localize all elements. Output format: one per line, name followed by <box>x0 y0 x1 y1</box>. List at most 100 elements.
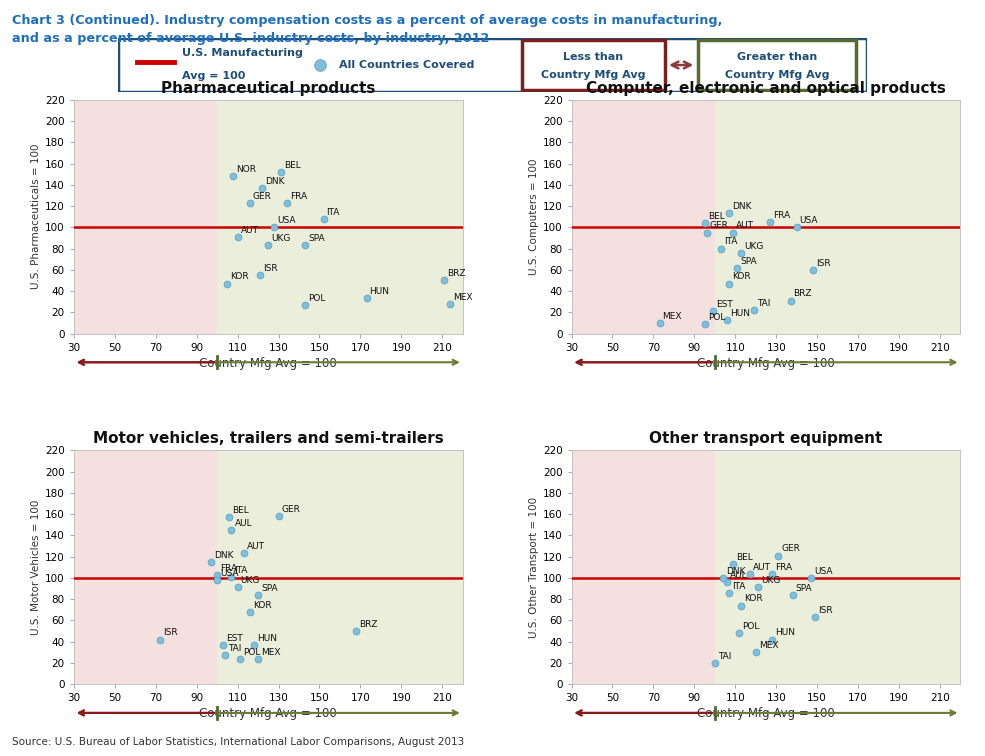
Point <box>734 246 750 259</box>
Point <box>762 216 778 228</box>
Point <box>226 170 241 182</box>
Point <box>254 182 270 194</box>
Title: Other transport equipment: Other transport equipment <box>649 432 883 447</box>
Text: Source: U.S. Bureau of Labor Statistics, International Labor Comparisons, August: Source: U.S. Bureau of Labor Statistics,… <box>12 737 464 747</box>
Point <box>770 550 786 562</box>
Text: NOR: NOR <box>236 165 256 174</box>
Point <box>732 627 748 640</box>
Text: SPA: SPA <box>741 256 757 265</box>
Point <box>719 576 735 588</box>
Point <box>785 589 801 601</box>
Point <box>721 207 737 219</box>
Point <box>297 299 313 311</box>
Text: TAI: TAI <box>229 644 241 653</box>
Title: Motor vehicles, trailers and semi-trailers: Motor vehicles, trailers and semi-traile… <box>93 432 443 447</box>
Point <box>805 264 821 276</box>
Point <box>273 166 289 178</box>
Text: BRZ: BRZ <box>360 620 378 629</box>
Text: BEL: BEL <box>707 212 724 221</box>
Text: ITA: ITA <box>327 208 340 217</box>
Point <box>707 657 723 669</box>
Bar <box>217 451 463 684</box>
Point <box>216 639 231 651</box>
Point <box>789 222 805 234</box>
Text: POL: POL <box>743 622 759 631</box>
Point <box>349 625 364 637</box>
Text: UKG: UKG <box>760 576 780 585</box>
Point <box>235 547 251 559</box>
Point <box>267 222 283 234</box>
Text: BRZ: BRZ <box>794 290 812 299</box>
Bar <box>217 100 463 333</box>
Y-axis label: U.S. Motor Vehicles = 100: U.S. Motor Vehicles = 100 <box>31 500 41 635</box>
Text: MEX: MEX <box>758 641 778 650</box>
Bar <box>74 451 217 684</box>
Point <box>242 197 258 209</box>
Title: Computer, electronic and optical products: Computer, electronic and optical product… <box>586 81 946 96</box>
Point <box>725 227 741 239</box>
Point <box>696 217 712 229</box>
Point <box>359 293 374 305</box>
Point <box>442 298 458 310</box>
Bar <box>698 40 856 90</box>
Point <box>315 212 331 225</box>
Text: BRZ: BRZ <box>447 269 466 278</box>
Point <box>719 314 735 326</box>
Point <box>705 305 721 318</box>
Text: USA: USA <box>278 216 296 225</box>
Point <box>764 568 780 580</box>
Text: ISR: ISR <box>263 264 278 273</box>
Text: SPA: SPA <box>308 234 325 243</box>
Text: DNK: DNK <box>726 567 746 576</box>
Point <box>742 568 757 580</box>
Point <box>224 571 239 583</box>
Text: DNK: DNK <box>732 203 752 212</box>
Text: USA: USA <box>800 216 819 225</box>
Point <box>230 231 245 243</box>
Text: AUT: AUT <box>753 562 770 572</box>
Point <box>436 274 452 287</box>
Text: DNK: DNK <box>265 177 285 186</box>
Point <box>252 269 268 281</box>
Point <box>715 572 731 584</box>
Text: UKG: UKG <box>271 234 291 243</box>
Text: BEL: BEL <box>737 553 754 562</box>
Bar <box>571 100 715 333</box>
Text: MEX: MEX <box>453 293 473 302</box>
Point <box>721 587 737 599</box>
Point <box>696 318 712 330</box>
Text: POL: POL <box>242 648 260 656</box>
Text: FRA: FRA <box>773 211 790 220</box>
Point <box>250 652 266 665</box>
Text: MEX: MEX <box>663 311 683 321</box>
Text: DNK: DNK <box>214 551 233 560</box>
Text: Avg = 100: Avg = 100 <box>182 71 245 81</box>
Y-axis label: U.S. Other Transport = 100: U.S. Other Transport = 100 <box>529 497 539 638</box>
Text: AUL: AUL <box>730 571 748 580</box>
Text: HUN: HUN <box>730 308 751 318</box>
Text: ISR: ISR <box>817 259 830 268</box>
Text: KOR: KOR <box>732 272 751 281</box>
Text: AUT: AUT <box>737 222 755 231</box>
Text: HUN: HUN <box>369 287 390 296</box>
Point <box>807 611 822 623</box>
Text: GER: GER <box>282 505 300 514</box>
Text: GER: GER <box>253 192 272 201</box>
Point <box>297 240 313 252</box>
Text: ITA: ITA <box>724 237 738 246</box>
Text: FRA: FRA <box>775 562 792 572</box>
X-axis label: Country Mfg Avg = 100: Country Mfg Avg = 100 <box>199 357 337 370</box>
Point <box>218 649 233 662</box>
Text: HUN: HUN <box>775 628 795 637</box>
Text: EST: EST <box>227 634 243 643</box>
Point <box>734 600 750 612</box>
X-axis label: Country Mfg Avg = 100: Country Mfg Avg = 100 <box>697 708 835 720</box>
Point <box>246 639 262 651</box>
Bar <box>74 100 217 333</box>
Text: Country Mfg Avg: Country Mfg Avg <box>725 70 829 80</box>
Point <box>260 240 276 252</box>
Point <box>713 243 729 255</box>
Point <box>220 277 235 290</box>
Text: AUT: AUT <box>240 226 259 234</box>
Text: EST: EST <box>716 300 733 309</box>
